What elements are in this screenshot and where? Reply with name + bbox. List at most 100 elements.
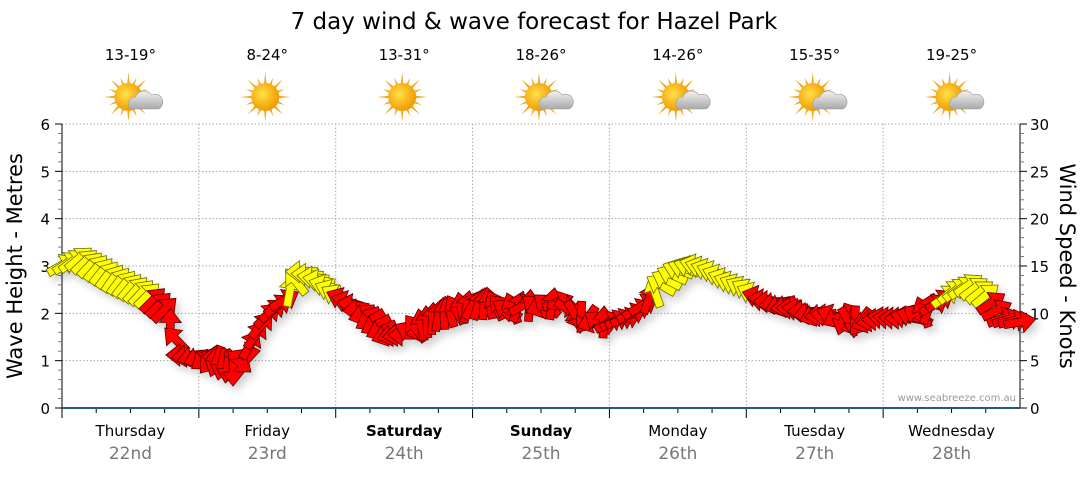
sun-ray (110, 104, 122, 115)
date-label: 26th (658, 444, 697, 464)
sun-ray (650, 95, 664, 99)
sun-ray (247, 104, 258, 115)
sun-ray (820, 79, 831, 90)
sun-ray (126, 72, 130, 86)
cloud-shape (128, 90, 164, 110)
sun-ray (247, 79, 258, 90)
y-tick-label-left: 4 (40, 211, 50, 229)
sun-ray (658, 79, 669, 90)
sun-ray (537, 108, 541, 122)
sun-ray (683, 79, 694, 90)
wind-arrow (149, 297, 177, 325)
y-tick-label-right: 30 (1030, 116, 1049, 134)
temperature-range: 19-25° (926, 46, 977, 64)
cloud-shape (949, 90, 985, 110)
sun-ray (948, 72, 952, 86)
sun-ray (272, 79, 283, 90)
temperature-range: 13-19° (105, 46, 156, 64)
sun-ray (409, 79, 420, 90)
sun-ray (521, 79, 532, 90)
y-axis-right-label: Wind Speed - Knots (1055, 163, 1079, 368)
cloud-shape (812, 90, 848, 110)
date-label: 27th (795, 444, 834, 464)
sun-cloud-icon (103, 72, 164, 122)
sun-icon (377, 72, 428, 122)
y-tick-label-left: 1 (40, 353, 50, 371)
sun-disc (388, 83, 417, 111)
sun-ray (931, 79, 943, 90)
wind-arrow (1003, 309, 1037, 334)
date-label: 23rd (248, 444, 287, 464)
y-tick-label-left: 3 (40, 258, 50, 276)
sun-ray (811, 72, 815, 86)
sun-ray (263, 108, 267, 122)
sun-ray (931, 104, 943, 115)
sun-ray (795, 104, 806, 115)
y-tick-label-right: 0 (1030, 400, 1040, 418)
sun-icon (240, 72, 291, 122)
y-tick-label-right: 25 (1030, 163, 1049, 181)
sun-ray (400, 72, 404, 86)
sun-ray (277, 95, 291, 99)
sun-ray (514, 95, 528, 99)
sun-ray (787, 95, 801, 99)
sun-ray (414, 95, 428, 99)
sun-ray (924, 95, 938, 99)
cloud-shape (675, 90, 711, 110)
sun-ray (126, 108, 130, 122)
day-label: Tuesday (783, 422, 845, 440)
sun-ray (384, 104, 395, 115)
y-tick-label-left: 0 (40, 400, 50, 418)
temperature-range: 13-31° (379, 46, 430, 64)
sun-ray (956, 79, 968, 90)
sun-ray (537, 72, 541, 86)
date-label: 24th (385, 444, 424, 464)
sun-ray (110, 79, 122, 90)
sun-ray (674, 108, 678, 122)
temperature-range: 14-26° (652, 46, 703, 64)
sun-ray (272, 104, 283, 115)
sun-ray (384, 79, 395, 90)
sun-ray (546, 79, 557, 90)
date-label: 28th (932, 444, 971, 464)
sun-cloud-icon (650, 72, 711, 122)
temperature-range: 18-26° (515, 46, 566, 64)
day-label: Wednesday (908, 422, 995, 440)
day-label: Saturday (366, 422, 443, 440)
y-axis-left-label: Wave Height - Metres (3, 153, 27, 379)
y-tick-label-right: 15 (1030, 258, 1049, 276)
y-tick-label-left: 6 (40, 116, 50, 134)
sun-ray (400, 108, 404, 122)
sun-ray (135, 79, 147, 90)
sun-ray (795, 79, 806, 90)
temperature-range: 8-24° (247, 46, 289, 64)
sun-ray (409, 104, 420, 115)
sun-ray (377, 95, 391, 99)
sun-cloud-icon (514, 72, 574, 122)
y-tick-label-right: 20 (1030, 211, 1049, 229)
sun-disc (251, 83, 280, 111)
sun-cloud-icon (787, 72, 848, 122)
y-tick-label-left: 5 (40, 163, 50, 181)
day-label: Friday (245, 422, 291, 440)
cloud-shape (538, 90, 574, 110)
y-tick-label-right: 5 (1030, 353, 1040, 371)
sun-ray (948, 108, 952, 122)
sun-cloud-icon (924, 72, 985, 122)
day-label: Thursday (95, 422, 166, 440)
sun-ray (811, 108, 815, 122)
y-tick-label-left: 2 (40, 305, 50, 323)
sun-ray (674, 72, 678, 86)
day-label: Sunday (510, 422, 573, 440)
temperature-range: 15-35° (789, 46, 840, 64)
chart-title: 7 day wind & wave forecast for Hazel Par… (291, 9, 778, 35)
sun-ray (263, 72, 267, 86)
date-label: 22nd (109, 444, 152, 464)
sun-ray (521, 104, 532, 115)
sun-ray (240, 95, 254, 99)
date-label: 25th (521, 444, 560, 464)
sun-ray (103, 95, 117, 99)
day-label: Monday (648, 422, 707, 440)
sun-ray (658, 104, 669, 115)
